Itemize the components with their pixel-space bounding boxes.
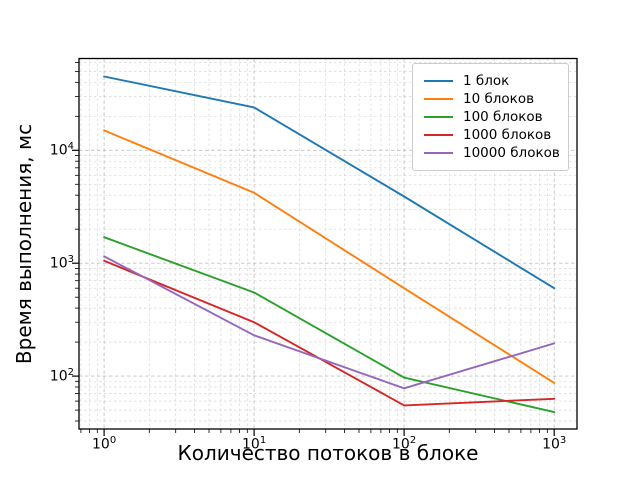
axes-frame <box>78 57 578 430</box>
series-line-2 <box>103 236 556 414</box>
legend: 1 блок 10 блоков 100 блоков 1000 блоков 1000… <box>412 63 569 171</box>
series-line-0 <box>103 75 556 290</box>
legend-line-sample <box>424 134 453 136</box>
legend-item: 1 блок <box>424 72 558 90</box>
legend-label: 1000 блоков <box>463 127 552 143</box>
legend-item: 10 блоков <box>424 90 558 108</box>
y-tick-label: 103 <box>49 254 74 272</box>
x-tick-label: 100 <box>91 435 117 453</box>
y-tick-label: 102 <box>49 367 74 385</box>
legend-label: 100 блоков <box>463 109 543 125</box>
legend-label: 10000 блоков <box>463 145 560 161</box>
legend-line-sample <box>424 152 453 154</box>
legend-line-sample <box>424 98 453 100</box>
x-axis-label: Количество потоков в блоке <box>177 441 479 465</box>
y-axis-label: Время выполнения, мс <box>12 123 36 365</box>
x-tick-label: 101 <box>241 435 267 453</box>
legend-item: 1000 блоков <box>424 126 558 144</box>
legend-label: 1 блок <box>463 73 510 89</box>
legend-label: 10 блоков <box>463 91 535 107</box>
series-line-3 <box>103 259 556 407</box>
x-tick-label: 103 <box>542 435 567 453</box>
legend-line-sample <box>424 80 453 82</box>
x-tick-label: 102 <box>391 435 417 453</box>
legend-line-sample <box>424 116 453 118</box>
legend-item: 10000 блоков <box>424 144 560 162</box>
series-line-1 <box>103 129 556 384</box>
series-line-4 <box>103 255 556 390</box>
y-tick-label: 104 <box>49 141 74 159</box>
legend-item: 100 блоков <box>424 108 558 126</box>
